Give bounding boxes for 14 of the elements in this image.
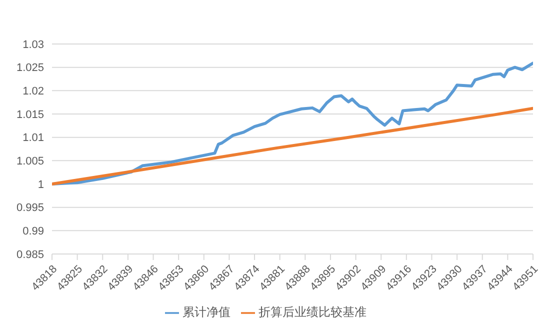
line-series: [52, 106, 533, 186]
y-tick-label: 1.005: [16, 156, 44, 168]
y-tick-label: 1.01: [22, 132, 44, 144]
legend-label: 累计净值: [182, 305, 230, 319]
y-tick-label: 1.025: [16, 62, 44, 74]
y-tick-label: 1: [38, 178, 44, 191]
y-tick-label: 0.985: [16, 248, 44, 261]
y-tick-label: 0.995: [16, 202, 44, 214]
y-tick-label: 1.03: [22, 38, 44, 51]
y-tick-label: 0.99: [22, 226, 44, 238]
legend-label: 折算后业绩比较基准: [258, 305, 366, 319]
y-tick-label: 1.02: [22, 86, 44, 98]
line-series: [52, 62, 533, 186]
y-tick-label: 1.015: [16, 108, 44, 121]
